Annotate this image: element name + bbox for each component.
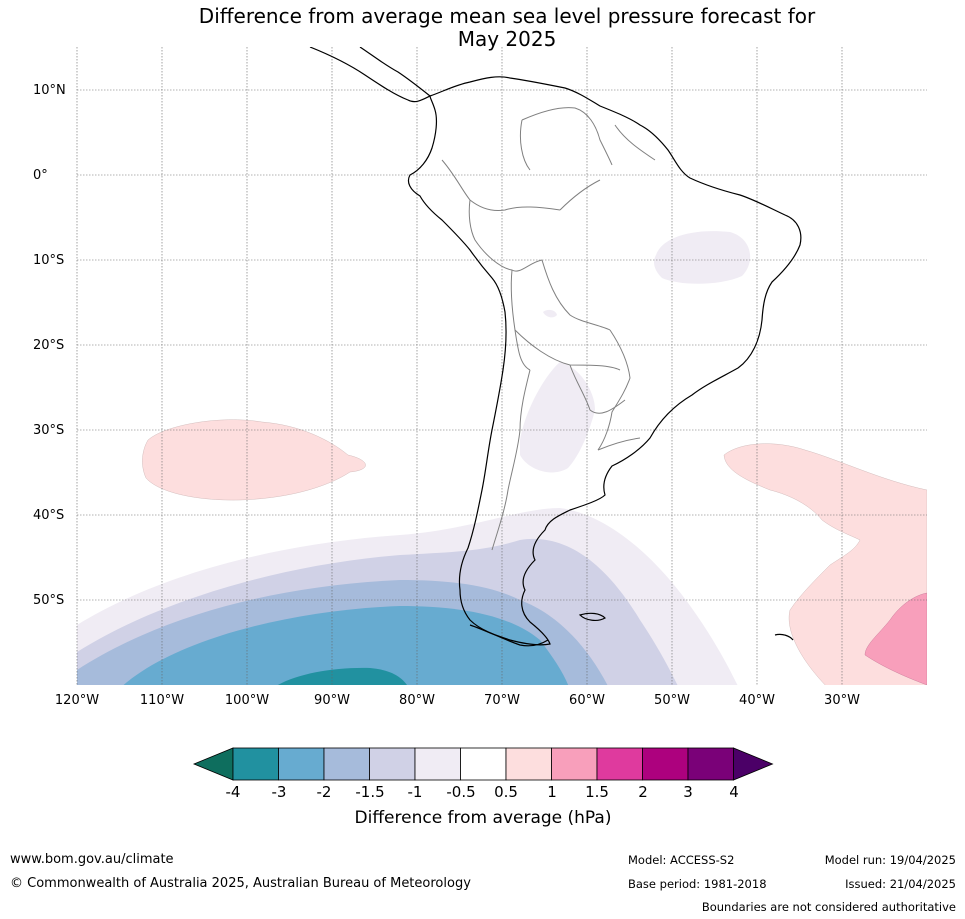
footer-model-run: Model run: 19/04/2025 (824, 853, 956, 867)
colorbar-label: 1.5 (585, 783, 609, 801)
lon-label-90w: 90°W (314, 693, 350, 708)
colorbar-swatch (642, 747, 689, 781)
colorbar-swatch (232, 747, 279, 781)
colorbar-swatch (596, 747, 643, 781)
colorbar-label: -2 (316, 783, 332, 801)
colorbar-swatch (551, 747, 598, 781)
colorbar-extend-max (733, 747, 774, 781)
anomaly-shading (77, 231, 927, 685)
lon-label-50w: 50°W (654, 693, 690, 708)
footer-copyright: © Commonwealth of Australia 2025, Austra… (10, 876, 471, 891)
colorbar-label: 4 (729, 783, 739, 801)
footer-disclaimer: Boundaries are not considered authoritat… (701, 900, 956, 914)
lat-label-20s: 20°S (33, 338, 65, 353)
title-line-1: Difference from average mean sea level p… (198, 4, 816, 28)
map-title: Difference from average mean sea level p… (0, 5, 965, 51)
lon-label-40w: 40°W (739, 693, 775, 708)
lon-label-60w: 60°W (569, 693, 605, 708)
lon-label-70w: 70°W (484, 693, 520, 708)
footer-model: Model: ACCESS-S2 (628, 853, 735, 867)
colorbar-label: -1.5 (355, 783, 385, 801)
south-georgia (774, 633, 794, 641)
anomaly-band-minus-2 (123, 606, 569, 685)
lat-label-40s: 40°S (33, 508, 65, 523)
lat-label-50s: 50°S (33, 593, 65, 608)
tierra-del-fuego (469, 624, 549, 647)
anomaly-band-minus-3 (278, 667, 407, 685)
footer-base-period: Base period: 1981-2018 (628, 877, 767, 891)
anomaly-atlantic-positive-1 (864, 592, 927, 685)
title-line-2: May 2025 (457, 27, 557, 51)
central-america-coastline (309, 47, 431, 103)
lat-label-10s: 10°S (33, 253, 65, 268)
colorbar-swatch (414, 747, 461, 781)
anomaly-patch-brazil (654, 231, 751, 284)
colorbar (192, 747, 774, 781)
anomaly-patch-argentina (520, 362, 595, 473)
colorbar-label: 3 (683, 783, 693, 801)
anomaly-patch-small (543, 309, 557, 318)
colorbar-label: -0.5 (446, 783, 476, 801)
colorbar-swatch (460, 747, 507, 781)
colorbar-label: -1 (407, 783, 423, 801)
anomaly-pacific-positive (142, 419, 366, 501)
footer-issued: Issued: 21/04/2025 (845, 877, 956, 891)
footer-url: www.bom.gov.au/climate (10, 852, 174, 867)
south-america-coastline (407, 76, 802, 646)
colorbar-swatch (505, 747, 552, 781)
lon-label-100w: 100°W (224, 693, 270, 708)
lat-label-0: 0° (33, 168, 48, 183)
colorbar-label: 1 (547, 783, 557, 801)
graticule (76, 47, 927, 685)
colorbar-label: 2 (638, 783, 648, 801)
falklands (578, 612, 606, 621)
colorbar-title: Difference from average (hPa) (354, 808, 612, 828)
colorbar-label: -3 (271, 783, 287, 801)
colorbar-label: 0.5 (494, 783, 518, 801)
lon-label-80w: 80°W (399, 693, 435, 708)
colorbar-swatch (687, 747, 734, 781)
lon-label-110w: 110°W (139, 693, 185, 708)
colorbar-label: -4 (225, 783, 241, 801)
colorbar-swatch (369, 747, 416, 781)
lon-label-120w: 120°W (54, 693, 100, 708)
lat-label-30s: 30°S (33, 423, 65, 438)
colorbar-extend-min (192, 747, 234, 781)
colorbar-swatch (278, 747, 325, 781)
lon-label-30w: 30°W (824, 693, 860, 708)
lat-label-10n: 10°N (33, 83, 66, 98)
colorbar-swatch (323, 747, 370, 781)
country-borders (441, 107, 656, 551)
coastlines (309, 47, 802, 647)
